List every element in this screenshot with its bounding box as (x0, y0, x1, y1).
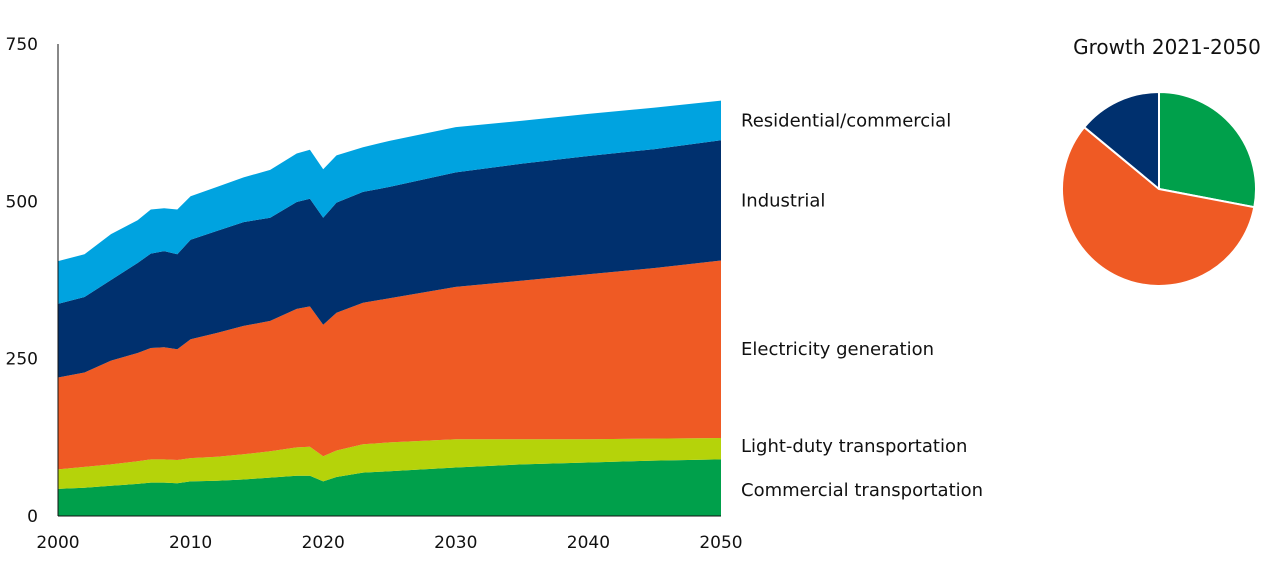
pie-title: Growth 2021-2050 (1073, 35, 1261, 59)
area-commercial-transportation (58, 459, 721, 516)
y-tick-label: 750 (6, 35, 38, 55)
series-label-industrial: Industrial (741, 190, 825, 211)
x-tick-label: 2010 (169, 533, 212, 553)
y-tick-label: 0 (27, 507, 38, 527)
y-tick-labels: 0 250 500 750 (6, 35, 38, 527)
area-series-group (58, 100, 721, 516)
area-industrial (58, 140, 721, 378)
x-tick-label: 2020 (302, 533, 345, 553)
x-tick-labels: 2000 2010 2020 2030 2040 2050 (36, 533, 742, 553)
stacked-area-chart: 0 250 500 750 2000 2010 2020 2030 2040 2050 Comm… (6, 35, 984, 553)
y-tick-label: 250 (6, 350, 38, 370)
pie-slices (1061, 91, 1257, 287)
x-tick-label: 2040 (567, 533, 610, 553)
series-label-light-duty-transportation: Light-duty transportation (741, 436, 967, 457)
area-residential-commercial (58, 100, 721, 304)
pie-slice-commercial-transportation (1158, 91, 1257, 209)
series-label-residential-commercial: Residential/commercial (741, 110, 951, 131)
series-labels: Commercial transportation Light-duty tran… (741, 110, 983, 501)
pie-slice-industrial (1083, 91, 1160, 190)
series-label-electricity-generation: Electricity generation (741, 339, 934, 360)
x-tick-label: 2000 (36, 533, 79, 553)
pie-slice-electricity-generation (1061, 126, 1256, 287)
area-electricity-generation (58, 260, 721, 470)
x-tick-label: 2050 (699, 533, 742, 553)
y-tick-label: 500 (6, 192, 38, 212)
x-tick-label: 2030 (434, 533, 477, 553)
growth-pie-chart: Growth 2021-2050 (1061, 35, 1261, 287)
series-label-commercial-transportation: Commercial transportation (741, 480, 983, 501)
area-light-duty-transportation (58, 438, 721, 489)
